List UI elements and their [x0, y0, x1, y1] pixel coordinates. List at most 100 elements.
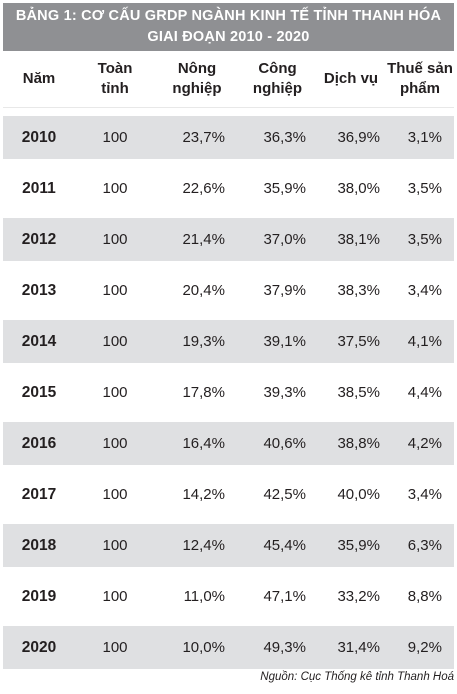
cell-agriculture: 17,8% — [182, 384, 225, 401]
cell-agriculture: 22,6% — [182, 180, 225, 197]
header-year: Năm — [3, 51, 75, 107]
cell-industry: 37,0% — [263, 231, 306, 248]
cell-industry: 49,3% — [263, 639, 306, 656]
cell-tax: 4,2% — [407, 435, 442, 452]
cell-tax: 3,1% — [407, 129, 442, 146]
cell-industry: 42,5% — [263, 486, 306, 503]
table-row: 2011 100 22,6% 35,9% 38,0% 3,5% — [3, 167, 454, 210]
cell-year: 2012 — [21, 230, 57, 248]
header-industry-line2: nghiệp — [252, 80, 303, 97]
cell-tax: 3,4% — [407, 486, 442, 503]
header-total-line2: tỉnh — [101, 80, 129, 97]
table-row: 2012 100 21,4% 37,0% 38,1% 3,5% — [3, 218, 454, 261]
cell-year: 2013 — [21, 281, 57, 299]
table-row: 2015 100 17,8% 39,3% 38,5% 4,4% — [3, 371, 454, 414]
cell-tax: 8,8% — [407, 588, 442, 605]
cell-tax: 6,3% — [407, 537, 442, 554]
cell-agriculture: 12,4% — [182, 537, 225, 554]
cell-industry: 35,9% — [263, 180, 306, 197]
header-tax-line1: Thuế sản — [387, 60, 453, 77]
table-title-line2: GIAI ĐOẠN 2010 - 2020 — [147, 29, 310, 45]
header-agriculture: Nông nghiệp — [155, 51, 239, 107]
cell-year: 2015 — [21, 383, 57, 401]
cell-industry: 45,4% — [263, 537, 306, 554]
cell-year: 2017 — [21, 485, 57, 503]
cell-total: 100 — [102, 231, 128, 248]
table-header-row: Năm Toàn tỉnh Nông nghiệp Công nghiệp Dị… — [3, 51, 454, 108]
cell-tax: 3,5% — [407, 180, 442, 197]
header-total: Toàn tỉnh — [75, 51, 155, 107]
table-row: 2010 100 23,7% 36,3% 36,9% 3,1% — [3, 116, 454, 159]
table-row: 2018 100 12,4% 45,4% 35,9% 6,3% — [3, 524, 454, 567]
header-industry: Công nghiệp — [239, 51, 316, 107]
cell-total: 100 — [102, 486, 128, 503]
cell-year: 2020 — [21, 638, 57, 656]
cell-industry: 39,3% — [263, 384, 306, 401]
cell-total: 100 — [102, 537, 128, 554]
cell-agriculture: 19,3% — [182, 333, 225, 350]
cell-total: 100 — [102, 129, 128, 146]
cell-service: 35,9% — [337, 537, 380, 554]
cell-tax: 4,1% — [407, 333, 442, 350]
cell-agriculture: 16,4% — [182, 435, 225, 452]
cell-total: 100 — [102, 384, 128, 401]
table-row: 2020 100 10,0% 49,3% 31,4% 9,2% — [3, 626, 454, 669]
table-frame: BẢNG 1: CƠ CẤU GRDP NGÀNH KINH TẾ TỈNH T… — [3, 3, 454, 691]
source-note: Nguồn: Cục Thống kê tỉnh Thanh Hoá — [260, 671, 454, 683]
table-title-line1: BẢNG 1: CƠ CẤU GRDP NGÀNH KINH TẾ TỈNH T… — [15, 8, 442, 24]
cell-tax: 3,5% — [407, 231, 442, 248]
table-row: 2016 100 16,4% 40,6% 38,8% 4,2% — [3, 422, 454, 465]
cell-total: 100 — [102, 333, 128, 350]
header-tax-line2: phẩm — [399, 80, 440, 97]
header-total-line1: Toàn — [97, 60, 133, 77]
table-row: 2013 100 20,4% 37,9% 38,3% 3,4% — [3, 269, 454, 312]
cell-service: 38,0% — [337, 180, 380, 197]
cell-service: 33,2% — [337, 588, 380, 605]
cell-industry: 37,9% — [263, 282, 306, 299]
cell-year: 2016 — [21, 434, 57, 452]
cell-agriculture: 20,4% — [182, 282, 225, 299]
header-agri-line2: nghiệp — [172, 80, 222, 97]
cell-service: 38,8% — [337, 435, 380, 452]
cell-tax: 3,4% — [407, 282, 442, 299]
cell-year: 2018 — [21, 536, 57, 554]
cell-industry: 47,1% — [263, 588, 306, 605]
cell-tax: 9,2% — [407, 639, 442, 656]
header-year-label: Năm — [22, 70, 56, 87]
cell-total: 100 — [102, 639, 128, 656]
cell-total: 100 — [102, 435, 128, 452]
cell-year: 2014 — [21, 332, 57, 350]
header-service: Dịch vụ — [316, 51, 386, 107]
cell-agriculture: 10,0% — [182, 639, 225, 656]
cell-service: 38,3% — [337, 282, 380, 299]
cell-service: 37,5% — [337, 333, 380, 350]
header-industry-line1: Công — [258, 60, 297, 77]
cell-agriculture: 23,7% — [182, 129, 225, 146]
cell-agriculture: 11,0% — [183, 588, 225, 605]
cell-service: 38,1% — [337, 231, 380, 248]
cell-service: 40,0% — [337, 486, 380, 503]
table-row: 2019 100 11,0% 47,1% 33,2% 8,8% — [3, 575, 454, 618]
cell-total: 100 — [102, 180, 128, 197]
cell-agriculture: 14,2% — [182, 486, 225, 503]
cell-industry: 39,1% — [263, 333, 306, 350]
cell-year: 2019 — [21, 587, 57, 605]
cell-agriculture: 21,4% — [182, 231, 225, 248]
cell-service: 31,4% — [337, 639, 380, 656]
cell-tax: 4,4% — [407, 384, 442, 401]
table-body: 2010 100 23,7% 36,3% 36,9% 3,1% 2011 100 22,6% 35… — [3, 116, 454, 669]
cell-total: 100 — [102, 588, 128, 605]
cell-year: 2011 — [22, 179, 56, 197]
table-title: BẢNG 1: CƠ CẤU GRDP NGÀNH KINH TẾ TỈNH T… — [3, 3, 454, 51]
cell-service: 38,5% — [337, 384, 380, 401]
header-tax: Thuế sản phẩm — [386, 51, 454, 107]
cell-industry: 36,3% — [263, 129, 306, 146]
cell-industry: 40,6% — [263, 435, 306, 452]
cell-year: 2010 — [21, 128, 57, 146]
header-service-label: Dịch vụ — [323, 70, 379, 87]
cell-service: 36,9% — [337, 129, 380, 146]
table-row: 2017 100 14,2% 42,5% 40,0% 3,4% — [3, 473, 454, 516]
table-row: 2014 100 19,3% 39,1% 37,5% 4,1% — [3, 320, 454, 363]
cell-total: 100 — [102, 282, 128, 299]
header-agri-line1: Nông — [177, 60, 217, 77]
